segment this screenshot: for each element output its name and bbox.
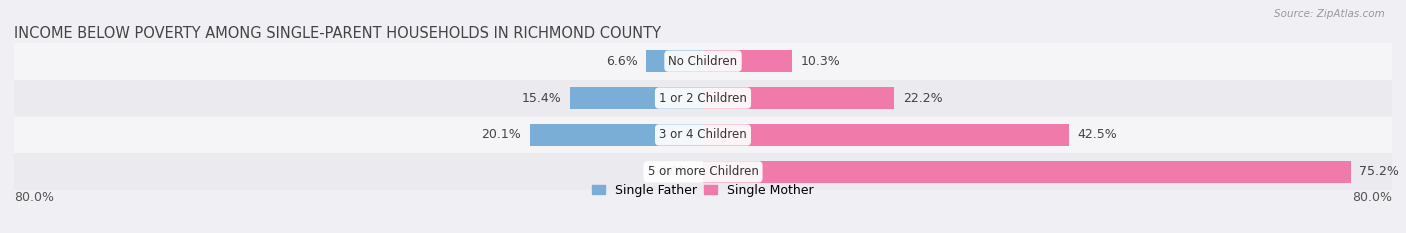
Bar <box>703 161 1351 183</box>
Bar <box>703 124 1069 146</box>
Text: 0.0%: 0.0% <box>658 165 690 178</box>
Bar <box>703 50 792 72</box>
Text: 1 or 2 Children: 1 or 2 Children <box>659 92 747 105</box>
Text: 80.0%: 80.0% <box>14 191 53 204</box>
Text: Source: ZipAtlas.com: Source: ZipAtlas.com <box>1274 9 1385 19</box>
Text: 75.2%: 75.2% <box>1360 165 1399 178</box>
Bar <box>14 116 1392 153</box>
Text: INCOME BELOW POVERTY AMONG SINGLE-PARENT HOUSEHOLDS IN RICHMOND COUNTY: INCOME BELOW POVERTY AMONG SINGLE-PARENT… <box>14 26 661 41</box>
Legend: Single Father, Single Mother: Single Father, Single Mother <box>592 184 814 197</box>
Bar <box>14 153 1392 190</box>
Text: 3 or 4 Children: 3 or 4 Children <box>659 128 747 141</box>
Text: 20.1%: 20.1% <box>481 128 522 141</box>
Text: 10.3%: 10.3% <box>800 55 839 68</box>
Bar <box>530 124 703 146</box>
Bar <box>14 80 1392 116</box>
Text: 5 or more Children: 5 or more Children <box>648 165 758 178</box>
Bar <box>571 87 703 109</box>
Text: No Children: No Children <box>668 55 738 68</box>
Text: 42.5%: 42.5% <box>1077 128 1118 141</box>
Bar <box>703 87 894 109</box>
Text: 80.0%: 80.0% <box>1353 191 1392 204</box>
Text: 6.6%: 6.6% <box>606 55 637 68</box>
Bar <box>647 50 703 72</box>
Bar <box>14 43 1392 80</box>
Text: 22.2%: 22.2% <box>903 92 942 105</box>
Text: 15.4%: 15.4% <box>522 92 562 105</box>
